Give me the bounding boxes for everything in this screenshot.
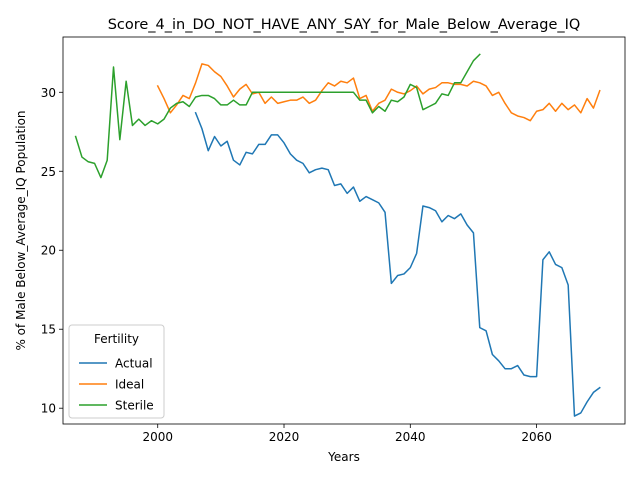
legend-title: Fertility bbox=[94, 332, 139, 346]
legend: Fertility Actual Ideal Sterile bbox=[68, 324, 165, 419]
series-line-actual bbox=[194, 111, 601, 417]
x-tick-label: 2040 bbox=[395, 430, 426, 444]
axes-frame bbox=[62, 36, 626, 425]
series-lines bbox=[74, 53, 601, 417]
y-tick-label: 15 bbox=[41, 323, 56, 337]
legend-label-ideal: Ideal bbox=[115, 378, 144, 392]
x-axis-ticks: 2000 2020 2040 2060 bbox=[142, 424, 552, 444]
legend-box bbox=[68, 324, 165, 419]
y-tick-label: 25 bbox=[41, 165, 56, 179]
series-line-ideal bbox=[156, 63, 601, 122]
legend-label-actual: Actual bbox=[115, 357, 153, 371]
y-tick-label: 30 bbox=[41, 86, 56, 100]
y-tick-label: 10 bbox=[41, 402, 56, 416]
y-axis-ticks: 10 15 20 25 30 bbox=[41, 86, 63, 416]
series-line-sterile bbox=[74, 53, 481, 179]
y-axis-label: % of Male Below_Average_IQ Population bbox=[14, 110, 28, 350]
x-tick-label: 2000 bbox=[142, 430, 173, 444]
x-axis-label: Years bbox=[327, 450, 360, 464]
chart-title: Score_4_in_DO_NOT_HAVE_ANY_SAY_for_Male_… bbox=[108, 17, 581, 33]
x-tick-label: 2020 bbox=[269, 430, 300, 444]
legend-label-sterile: Sterile bbox=[115, 399, 154, 413]
x-tick-label: 2060 bbox=[521, 430, 552, 444]
axes-border bbox=[62, 36, 626, 425]
y-tick-label: 20 bbox=[41, 244, 56, 258]
